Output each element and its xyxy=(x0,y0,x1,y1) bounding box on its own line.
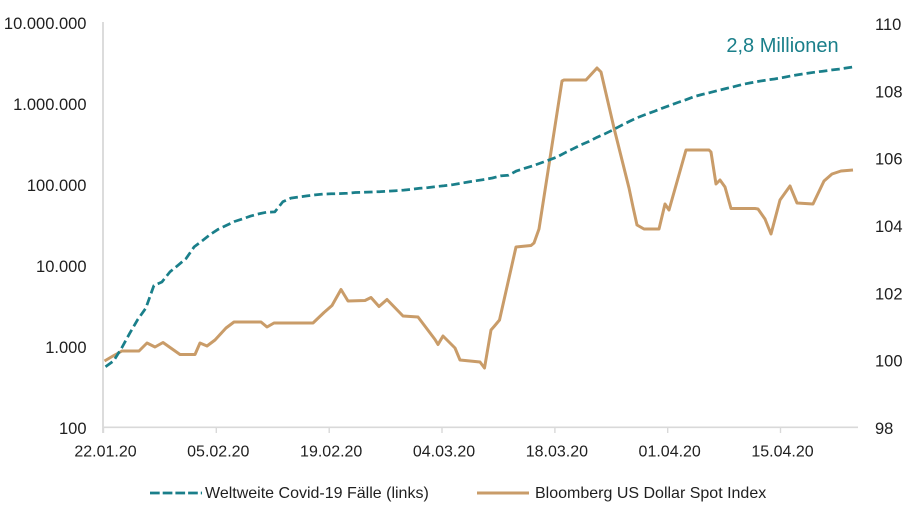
svg-text:106: 106 xyxy=(875,151,903,169)
svg-text:19.02.20: 19.02.20 xyxy=(300,444,362,461)
svg-text:Weltweite Covid-19 Fälle (link: Weltweite Covid-19 Fälle (links) xyxy=(205,485,429,502)
svg-text:102: 102 xyxy=(875,285,903,303)
svg-text:100: 100 xyxy=(875,353,903,371)
svg-text:100.000: 100.000 xyxy=(27,177,87,195)
svg-text:18.03.20: 18.03.20 xyxy=(526,444,588,461)
svg-text:100: 100 xyxy=(59,420,87,438)
svg-text:104: 104 xyxy=(875,218,903,236)
svg-text:10.000: 10.000 xyxy=(36,258,86,276)
svg-text:22.01.20: 22.01.20 xyxy=(74,444,136,461)
svg-text:98: 98 xyxy=(875,420,893,438)
svg-text:108: 108 xyxy=(875,83,903,101)
svg-text:1.000.000: 1.000.000 xyxy=(13,96,86,114)
svg-text:04.03.20: 04.03.20 xyxy=(413,444,475,461)
svg-text:Bloomberg US Dollar Spot Index: Bloomberg US Dollar Spot Index xyxy=(535,485,766,502)
svg-text:01.04.20: 01.04.20 xyxy=(639,444,701,461)
svg-text:1.000: 1.000 xyxy=(45,339,86,357)
svg-text:2,8 Millionen: 2,8 Millionen xyxy=(726,35,838,57)
svg-text:10.000.000: 10.000.000 xyxy=(4,15,87,33)
svg-text:110: 110 xyxy=(875,16,901,34)
svg-text:15.04.20: 15.04.20 xyxy=(751,444,813,461)
svg-text:05.02.20: 05.02.20 xyxy=(187,444,249,461)
